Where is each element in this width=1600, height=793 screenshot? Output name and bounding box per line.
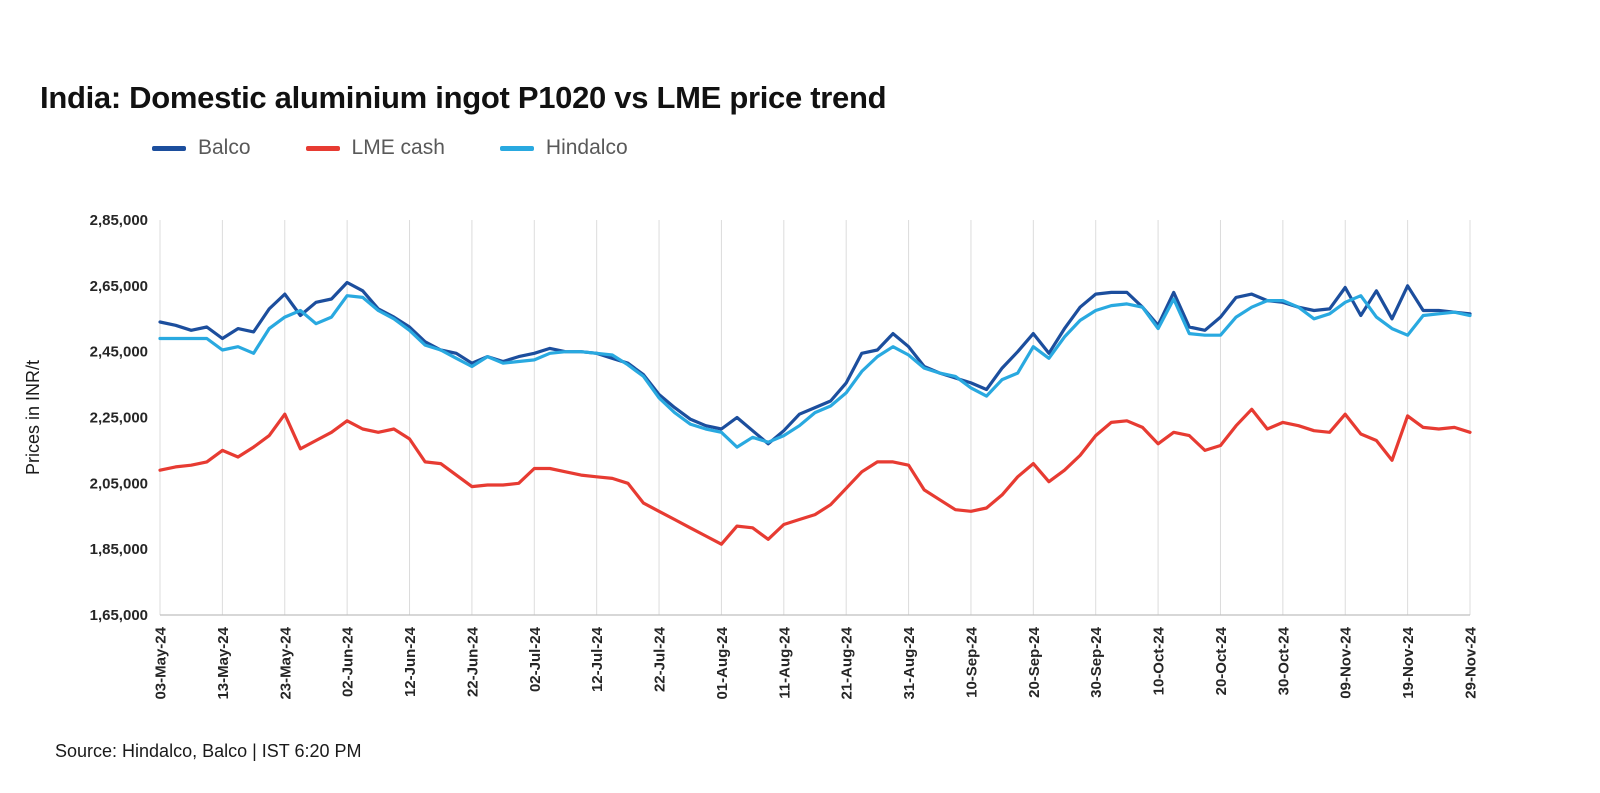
chart-legend: Balco LME cash Hindalco [152,136,628,160]
chart-title: India: Domestic aluminium ingot P1020 vs… [40,80,887,115]
x-tick-label: 21-Aug-24 [839,626,856,699]
y-tick-label: 2,65,000 [90,278,148,295]
x-tick-label: 10-Oct-24 [1151,626,1168,695]
x-tick-label: 20-Oct-24 [1213,626,1230,695]
source-note: Source: Hindalco, Balco | IST 6:20 PM [55,741,362,761]
x-tick-label: 20-Sep-24 [1026,626,1043,698]
x-tick-label: 10-Sep-24 [963,626,980,698]
x-tick-label: 23-May-24 [277,626,294,699]
legend-item-hindalco: Hindalco [499,136,628,160]
y-tick-label: 1,65,000 [90,607,148,624]
legend-swatch [305,145,340,151]
x-tick-label: 02-Jun-24 [340,626,357,697]
legend-label: Balco [198,136,251,159]
series-line-hindalco [158,294,1472,449]
legend-label: LME cash [351,136,445,159]
x-tick-label: 19-Nov-24 [1400,626,1417,698]
series-line-lme-cash [158,407,1472,546]
x-tick-label: 01-Aug-24 [714,626,731,699]
legend-swatch [152,145,186,151]
price-chart-svg: 03-May-24 13-May-24 23-May-24 02-Jun-24 12-J… [23,212,1480,700]
y-tick-label: 2,85,000 [90,212,148,229]
x-tick-label: 13-May-24 [215,626,232,699]
x-tick-label: 30-Sep-24 [1088,626,1105,698]
x-tick-label: 12-Jul-24 [589,626,606,692]
x-tick-label: 22-Jul-24 [652,626,669,692]
x-tick-label: 12-Jun-24 [402,626,419,697]
legend-swatch [499,145,534,151]
series-line-balco [158,280,1472,446]
y-tick-label: 2,45,000 [90,344,148,361]
legend-label: Hindalco [545,136,628,159]
legend-item-balco: Balco [152,136,251,160]
y-tick-label: 1,85,000 [90,541,148,558]
y-tick-label: 2,25,000 [90,410,148,427]
x-tick-label: 09-Nov-24 [1338,626,1355,698]
x-tick-label: 29-Nov-24 [1463,626,1480,698]
legend-item-lme-cash: LME cash [305,136,445,160]
x-tick-label: 11-Aug-24 [776,626,793,698]
x-tick-label: 02-Jul-24 [527,626,544,692]
x-tick-label: 03-May-24 [153,626,170,699]
x-tick-label: 22-Jun-24 [464,626,481,697]
x-tick-label: 31-Aug-24 [901,626,918,699]
y-axis-title: Prices in INR/t [23,360,43,475]
y-tick-label: 2,05,000 [90,475,148,492]
x-tick-label: 30-Oct-24 [1275,626,1292,695]
